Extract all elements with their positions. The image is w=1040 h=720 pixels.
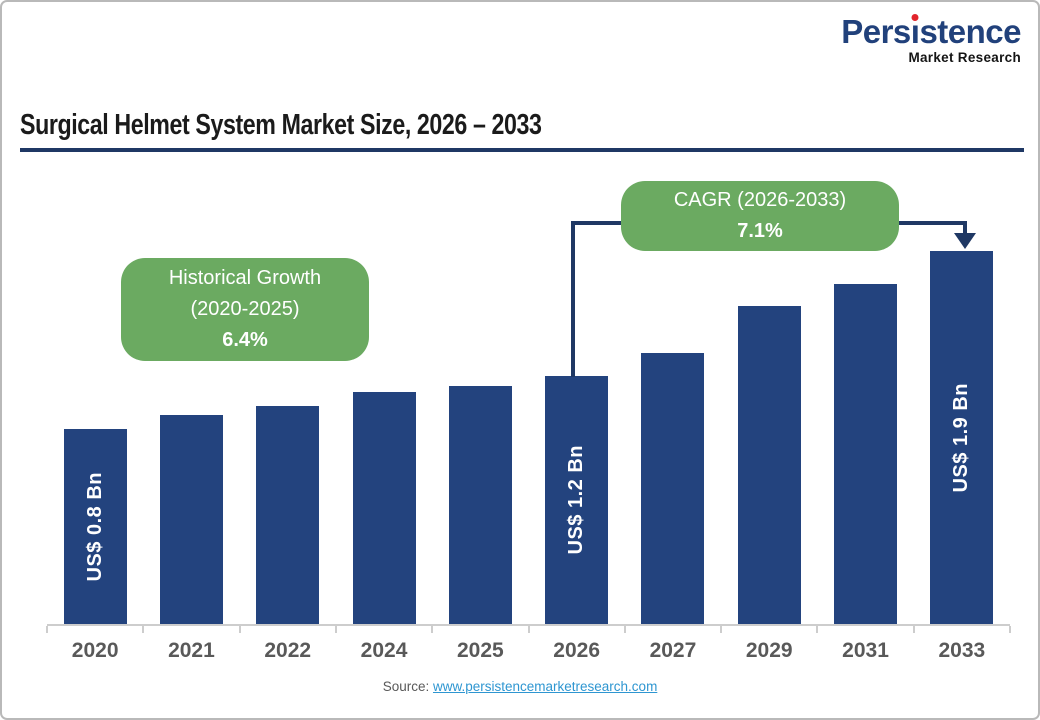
bar-value-label-2033: US$ 1.9 Bn	[950, 382, 973, 493]
cagr-arrow-icon	[954, 233, 976, 249]
cagr-badge: CAGR (2026-2033) 7.1%	[621, 181, 899, 251]
brand-logo-subtitle: Market Research	[908, 50, 1021, 65]
market-size-bar-2022	[256, 406, 320, 624]
cagr-label: CAGR (2026-2033)	[673, 189, 847, 211]
x-axis-tick	[912, 626, 915, 633]
x-axis-tick	[46, 626, 48, 633]
market-size-bar-2033: US$ 1.9 Bn	[930, 251, 994, 624]
market-size-bar-2024	[352, 392, 416, 624]
source-prefix: Source:	[382, 679, 430, 694]
bar-value-label-2020: US$ 0.8 Bn	[83, 471, 106, 582]
logo-red-dot-i: ı	[910, 13, 920, 50]
brand-logo: Persı stence Market Research	[841, 13, 1021, 65]
market-size-bar-2026: US$ 1.2 Bn	[545, 376, 609, 624]
x-axis-year-label-2027: 2027	[649, 639, 697, 662]
cagr-connector-line-left	[571, 221, 575, 377]
red-dot-icon	[911, 14, 919, 21]
x-axis-tick	[816, 626, 819, 633]
x-axis-tick	[623, 626, 626, 633]
x-axis-year-label-2031: 2031	[842, 639, 889, 662]
x-axis-year-label-2021: 2021	[168, 639, 215, 662]
x-axis-year-label-2033: 2033	[938, 639, 986, 662]
historical-growth-badge: Historical Growth (2020-2025) 6.4%	[121, 258, 369, 361]
market-size-bar-2025	[448, 386, 512, 624]
x-axis-tick	[431, 626, 434, 633]
source-note: Source: www.persistencemarketresearch.co…	[2, 679, 1038, 694]
x-axis-year-label-2022: 2022	[264, 639, 312, 662]
market-size-bar-2021	[159, 415, 223, 624]
market-size-bar-2031	[834, 284, 898, 624]
x-axis-year-label-2024: 2024	[360, 639, 408, 662]
historical-growth-label: Historical Growth	[168, 267, 322, 289]
x-axis-tick	[720, 626, 723, 633]
x-axis-tick	[142, 626, 145, 633]
market-size-bar-2020: US$ 0.8 Bn	[63, 429, 127, 624]
x-axis-year-label-2026: 2026	[553, 639, 600, 662]
x-axis-year-label-2020: 2020	[71, 639, 119, 662]
x-axis-tick	[238, 626, 241, 633]
x-axis-tick	[527, 626, 530, 633]
x-axis-tick	[1009, 626, 1011, 633]
x-axis-year-label-2025: 2025	[456, 639, 504, 662]
brand-logo-wordmark: Persı stence	[841, 13, 1021, 50]
historical-growth-value: 6.4%	[222, 329, 268, 351]
page-title: Surgical Helmet System Market Size, 2026…	[20, 109, 542, 141]
x-axis-tick	[334, 626, 337, 633]
cagr-connector-line-right	[963, 221, 967, 235]
bar-value-label-2026: US$ 1.2 Bn	[565, 445, 588, 555]
historical-growth-period: (2020-2025)	[190, 298, 300, 320]
x-axis-line	[47, 624, 1010, 626]
market-size-bar-2029	[737, 306, 801, 624]
cagr-value: 7.1%	[737, 220, 783, 242]
source-link[interactable]: www.persistencemarketresearch.com	[432, 679, 658, 694]
title-underline	[20, 148, 1024, 152]
x-axis-year-label-2029: 2029	[745, 639, 793, 662]
market-size-bar-2027	[641, 353, 705, 624]
